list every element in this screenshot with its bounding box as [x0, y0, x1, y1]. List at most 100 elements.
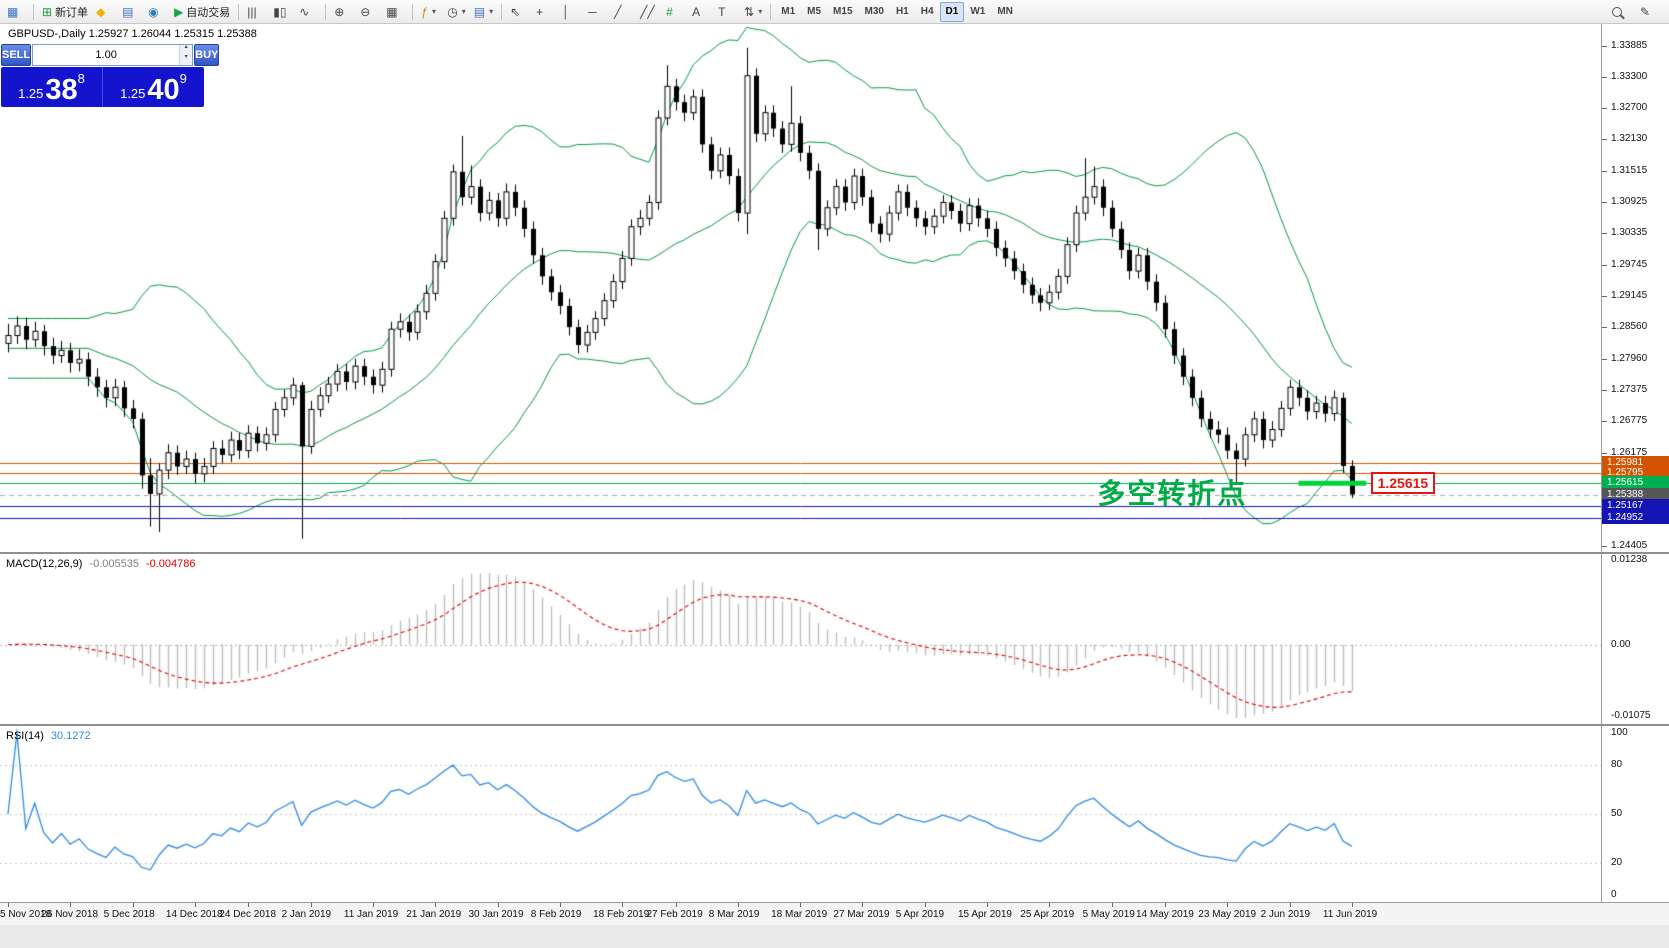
macd-panel-separator[interactable]: [0, 552, 1669, 554]
toolbar-line-chart-button[interactable]: ∿: [295, 1, 321, 23]
date-label: 30 Jan 2019: [468, 909, 524, 920]
price-tick-label: 1.32130: [1611, 132, 1648, 144]
price-tick-mark: [1602, 171, 1607, 172]
toolbar-arrows-button[interactable]: ⇅ ▾: [740, 1, 766, 23]
text-label-icon: T: [718, 4, 726, 19]
toolbar-text-button[interactable]: A: [688, 1, 714, 23]
rsi-name: RSI(14): [6, 730, 44, 742]
toolbar-horizontal-line-button[interactable]: ─: [584, 1, 610, 23]
rsi-canvas[interactable]: [0, 726, 1601, 902]
toolbar-templates-button[interactable]: ▤ ▾: [470, 1, 497, 23]
toolbar-bar-chart-button[interactable]: |||: [243, 1, 269, 23]
market-watch-icon: ▤: [122, 4, 134, 19]
timeframe-m1-button[interactable]: M1: [781, 6, 796, 17]
toolbar-metaeditor-button[interactable]: ◆: [92, 1, 118, 23]
tile-windows-icon: ▦: [386, 4, 398, 19]
timeframe-h1-button[interactable]: H1: [895, 6, 909, 17]
toolbar-cursor-button[interactable]: ⇖: [506, 1, 532, 23]
timeframe-m30-button[interactable]: M30: [864, 6, 884, 17]
toolbar-separator: [238, 3, 240, 20]
metaeditor-icon: ◆: [96, 4, 106, 19]
time-axis[interactable]: 5 Nov 2018 26 Nov 2018 5 Dec 2018 14 Dec 20…: [0, 902, 1669, 925]
date-label: 5 Dec 2018: [103, 909, 155, 920]
price-tick-mark: [1602, 139, 1607, 140]
timeframe-m5-button[interactable]: M5: [807, 6, 822, 17]
timeframe-m15-button[interactable]: M15: [833, 6, 853, 17]
volume-input[interactable]: [33, 45, 180, 65]
date-label: 5 Nov 2018: [0, 909, 52, 920]
volume-field[interactable]: ▴ ▾: [32, 44, 194, 66]
price-tick-mark: [1602, 46, 1607, 47]
edit-button[interactable]: ✎: [1636, 1, 1662, 23]
rsi-scale-label: 80: [1611, 759, 1623, 771]
navigator-icon: ◉: [148, 4, 159, 19]
toolbar-vertical-line-button[interactable]: │: [558, 1, 584, 23]
time-tick-mark: [925, 903, 926, 907]
price-tick-mark: [1602, 265, 1607, 266]
toolbar-equidistant-channel-button[interactable]: ╱╱: [636, 1, 662, 23]
timeframe-mn-button[interactable]: MN: [997, 6, 1013, 17]
buy-button[interactable]: BUY: [194, 44, 220, 66]
date-label: 27 Mar 2019: [833, 909, 890, 920]
price-tick-mark: [1602, 421, 1607, 422]
toolbar-tile-windows-button[interactable]: ▦: [382, 1, 408, 23]
toolbar-text-label-button[interactable]: T: [714, 1, 740, 23]
price-tick-mark: [1602, 327, 1607, 328]
volume-spinner: ▴ ▾: [179, 44, 193, 65]
new-order-label: 新订单: [55, 6, 89, 19]
price-level-label[interactable]: 1.25615: [1370, 471, 1436, 494]
toolbar-navigator-button[interactable]: ◉: [144, 1, 170, 23]
rsi-value: 30.1272: [50, 730, 91, 742]
buy-price-display[interactable]: 1.25 40 9: [103, 67, 204, 107]
date-label: 15 Apr 2019: [958, 909, 1012, 920]
annotation-turning-point[interactable]: 多空转折点: [1097, 478, 1248, 510]
toolbar-zoom-in-button[interactable]: ⊕: [330, 1, 356, 23]
horizontal-line-icon: ─: [588, 4, 597, 19]
time-tick-mark: [862, 903, 863, 907]
price-tag: 1.25615: [1602, 475, 1669, 489]
price-axis[interactable]: 1.33885 1.33300 1.32700 1.32130 1.31515 1.309…: [1601, 24, 1669, 902]
toolbar-periods-button[interactable]: ◷ ▾: [443, 1, 470, 23]
toolbar-candlestick-chart-button[interactable]: ▮▯: [269, 1, 295, 23]
new-chart-icon: ▦: [7, 4, 19, 19]
date-label: 8 Mar 2019: [708, 909, 760, 920]
periods-icon: ◷: [447, 4, 458, 19]
macd-scale-label: 0.01238: [1611, 554, 1648, 565]
new-order-icon: ⊞: [42, 4, 53, 19]
timeframe-d1-button[interactable]: D1: [939, 1, 965, 22]
time-tick-mark: [1112, 903, 1113, 907]
indicators-dropdown-icon: ▾: [431, 7, 436, 16]
search-icon: [1612, 6, 1622, 17]
search-button[interactable]: [1608, 1, 1634, 23]
toolbar-fibonacci-button[interactable]: #: [662, 1, 688, 23]
price-tick-label: 1.33300: [1611, 70, 1648, 82]
volume-down-button[interactable]: ▾: [180, 54, 193, 65]
arrows-icon: ⇅: [744, 4, 755, 19]
price-tick-mark: [1602, 546, 1607, 547]
volume-up-button[interactable]: ▴: [180, 44, 193, 55]
toolbar-trendline-button[interactable]: ╱: [610, 1, 636, 23]
price-tick-label: 1.27375: [1611, 383, 1648, 395]
toolbar-market-watch-button[interactable]: ▤: [118, 1, 144, 23]
sell-button[interactable]: SELL: [1, 44, 32, 66]
toolbar-autotrading-button[interactable]: ▶ 自动交易: [170, 1, 234, 23]
toolbar-indicators-button[interactable]: ƒ ▾: [417, 1, 443, 23]
toolbar-new-order-button[interactable]: ⊞ 新订单: [38, 1, 92, 23]
toolbar-zoom-out-button[interactable]: ⊖: [356, 1, 382, 23]
toolbar-new-chart-button[interactable]: ▦: [3, 1, 29, 23]
toolbar-crosshair-button[interactable]: +: [532, 1, 558, 23]
price-display-row: 1.25 38 8 1.25 40 9: [1, 67, 204, 107]
time-tick-mark: [1049, 903, 1050, 907]
arrows-dropdown-icon: ▾: [758, 7, 763, 16]
rsi-panel-separator[interactable]: [0, 724, 1669, 726]
buy-price-prefix: 1.25: [120, 86, 146, 101]
date-label: 11 Jan 2019: [343, 909, 399, 920]
timeframe-h4-button[interactable]: H4: [920, 6, 934, 17]
sell-price-display[interactable]: 1.25 38 8: [1, 67, 102, 107]
autotrading-icon: ▶: [174, 4, 184, 19]
templates-dropdown-icon: ▾: [489, 7, 494, 16]
macd-canvas[interactable]: [0, 554, 1601, 724]
main-chart-canvas[interactable]: [0, 24, 1601, 552]
timeframe-w1-button[interactable]: W1: [970, 6, 986, 17]
price-tick-mark: [1602, 233, 1607, 234]
